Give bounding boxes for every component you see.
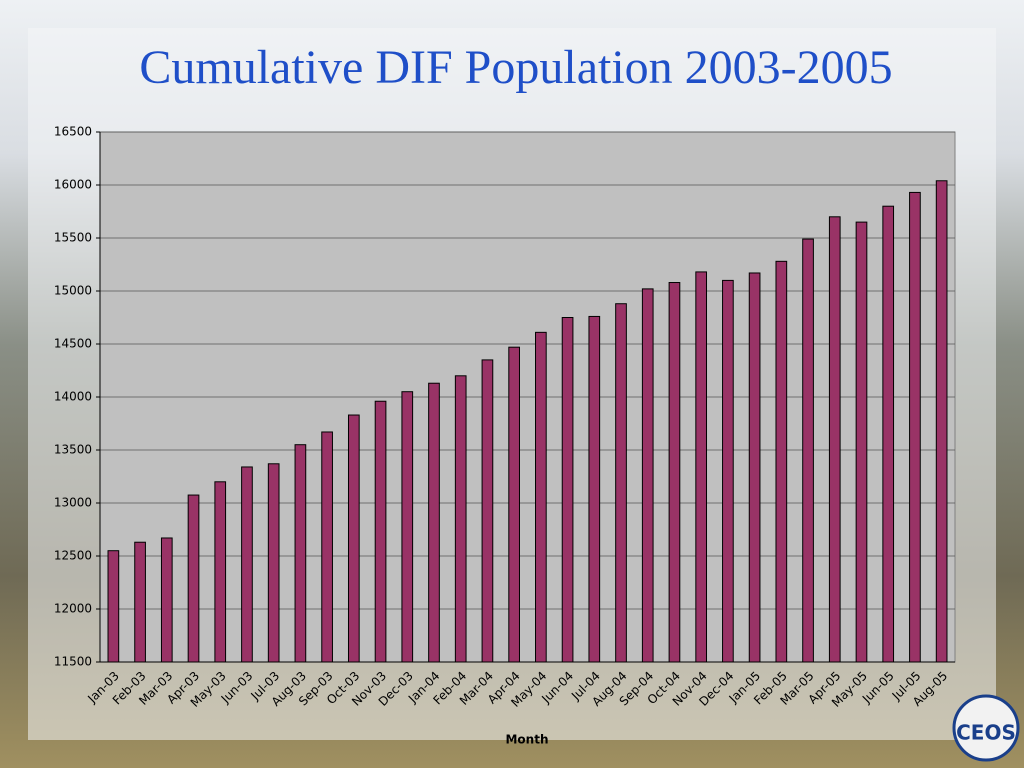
bar xyxy=(160,537,173,663)
bar xyxy=(935,180,948,663)
bar xyxy=(134,541,146,663)
bar xyxy=(267,463,280,663)
y-tick-label: 14000 xyxy=(54,390,92,404)
bar xyxy=(828,216,841,663)
bar xyxy=(481,359,494,663)
x-axis-label: Month xyxy=(505,733,548,747)
y-tick-label: 13500 xyxy=(54,443,92,457)
bar xyxy=(748,272,761,663)
bar xyxy=(775,260,788,663)
bar xyxy=(321,431,333,663)
y-tick-label: 14500 xyxy=(54,337,92,351)
y-tick-label: 12500 xyxy=(54,549,92,563)
y-tick-label: 11500 xyxy=(54,655,92,669)
bar xyxy=(695,271,708,663)
bar xyxy=(802,238,814,663)
y-tick-label: 13000 xyxy=(54,496,92,510)
bar xyxy=(428,382,440,663)
bar xyxy=(187,494,200,663)
bar xyxy=(294,444,307,663)
bar xyxy=(561,317,574,663)
y-tick-label: 16000 xyxy=(54,178,92,192)
bar xyxy=(535,331,547,663)
bar xyxy=(615,303,627,663)
chart-title: Cumulative DIF Population 2003-2005 xyxy=(139,41,892,94)
y-tick-label: 16500 xyxy=(54,125,92,139)
bar xyxy=(855,221,868,663)
bar xyxy=(588,315,601,663)
bar xyxy=(401,391,414,663)
bar xyxy=(347,414,360,663)
logo-text: CEOS xyxy=(956,721,1016,745)
bar xyxy=(214,481,227,663)
bar xyxy=(722,279,734,663)
bar xyxy=(508,346,520,663)
bar xyxy=(668,282,681,663)
bar xyxy=(374,400,387,663)
bar xyxy=(909,191,921,663)
bar xyxy=(454,375,467,663)
bar xyxy=(882,205,895,663)
bar xyxy=(107,550,120,663)
bar xyxy=(641,288,654,663)
y-tick-label: 15000 xyxy=(54,284,92,298)
y-tick-label: 12000 xyxy=(54,602,92,616)
y-tick-label: 15500 xyxy=(54,231,92,245)
logo xyxy=(952,694,1020,762)
bar xyxy=(241,466,253,663)
